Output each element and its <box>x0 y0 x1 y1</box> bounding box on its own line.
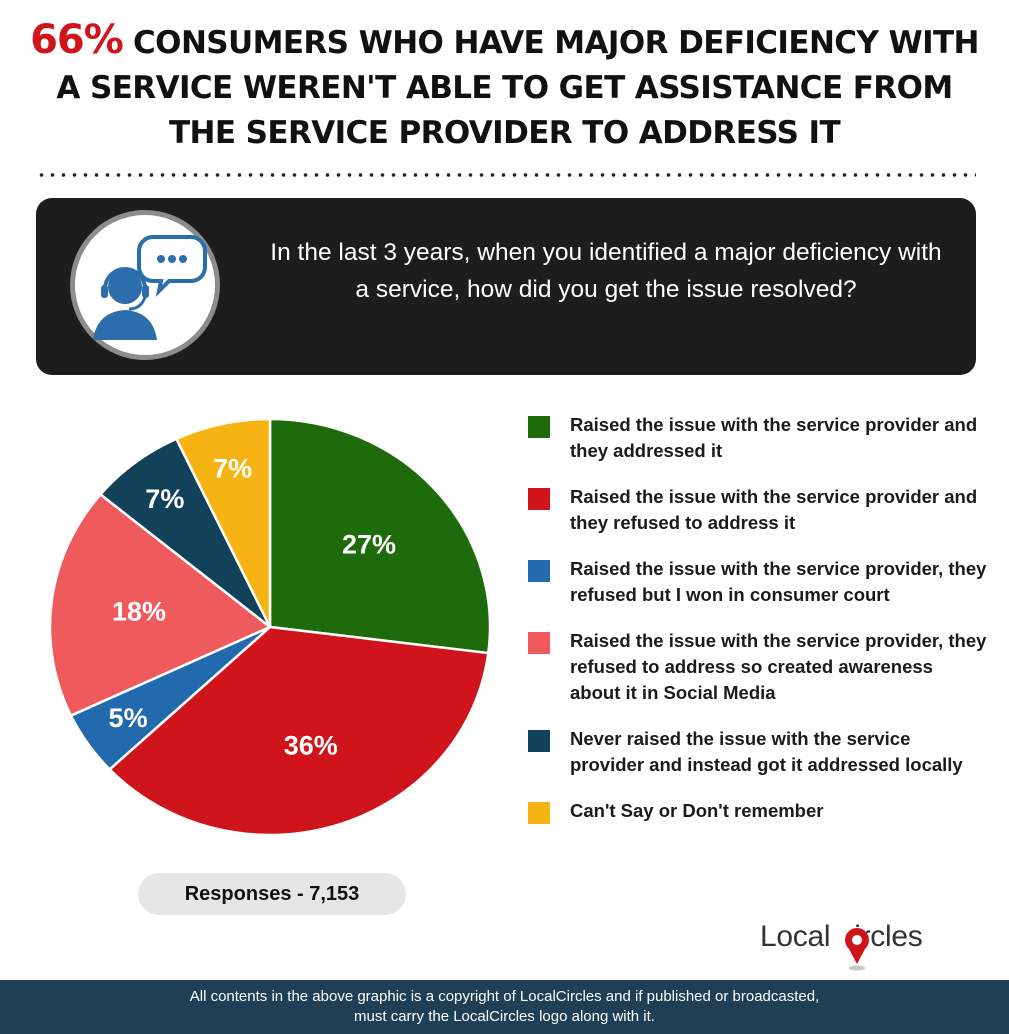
pie-label-0: 27% <box>342 529 396 559</box>
legend-swatch-0 <box>528 416 550 438</box>
legend-item-0: Raised the issue with the service provid… <box>528 412 988 464</box>
pie-label-5: 7% <box>213 454 252 484</box>
pie-chart: 27% 36% 5% 18% 7% 7% <box>48 420 492 837</box>
pie-slice-5 <box>174 420 272 628</box>
legend-item-3: Raised the issue with the service provid… <box>528 628 988 706</box>
pie-label-1: 36% <box>284 731 338 761</box>
pie-label-2: 5% <box>109 703 148 733</box>
legend-label-2: Raised the issue with the service provid… <box>570 558 987 605</box>
legend-item-5: Can't Say or Don't remember <box>528 798 988 824</box>
legend-swatch-3 <box>528 632 550 654</box>
pie-label-3: 18% <box>112 596 166 626</box>
map-pin-c-icon <box>845 928 869 971</box>
localcircles-logo: Local ircles <box>760 912 980 974</box>
legend-swatch-5 <box>528 802 550 824</box>
legend-label-3: Raised the issue with the service provid… <box>570 630 987 703</box>
footer-line-2: must carry the LocalCircles logo along w… <box>354 1008 655 1025</box>
legend-item-2: Raised the issue with the service provid… <box>528 556 988 608</box>
page-title: 66% CONSUMERS WHO HAVE MAJOR DEFICIENCY … <box>20 18 989 156</box>
legend-label-4: Never raised the issue with the service … <box>570 728 963 775</box>
legend-item-1: Raised the issue with the service provid… <box>528 484 988 536</box>
pie-slice-3 <box>48 492 273 718</box>
legend-swatch-4 <box>528 730 550 752</box>
title-text: CONSUMERS WHO HAVE MAJOR DEFICIENCY WITH… <box>56 25 979 151</box>
title-highlight: 66% <box>30 17 124 63</box>
pie-slice-0 <box>268 420 492 655</box>
footer-line-1: All contents in the above graphic is a c… <box>189 988 820 1005</box>
dotted-divider <box>36 172 976 178</box>
question-panel: In the last 3 years, when you identified… <box>36 198 976 375</box>
responses-count: Responses - 7,153 <box>138 873 406 915</box>
legend-label-1: Raised the issue with the service provid… <box>570 486 978 533</box>
legend-swatch-1 <box>528 488 550 510</box>
logo-text-local: Local <box>760 920 831 953</box>
legend-label-0: Raised the issue with the service provid… <box>570 414 978 461</box>
survey-question: In the last 3 years, when you identified… <box>270 239 942 303</box>
legend-swatch-2 <box>528 560 550 582</box>
customer-support-headset-icon <box>70 210 220 360</box>
legend-label-5: Can't Say or Don't remember <box>570 800 824 821</box>
copyright-footer: All contents in the above graphic is a c… <box>0 980 1009 1034</box>
legend-item-4: Never raised the issue with the service … <box>528 726 988 778</box>
chart-legend: Raised the issue with the service provid… <box>528 412 988 824</box>
pie-label-4: 7% <box>145 484 184 514</box>
pie-slice-1 <box>107 625 490 837</box>
